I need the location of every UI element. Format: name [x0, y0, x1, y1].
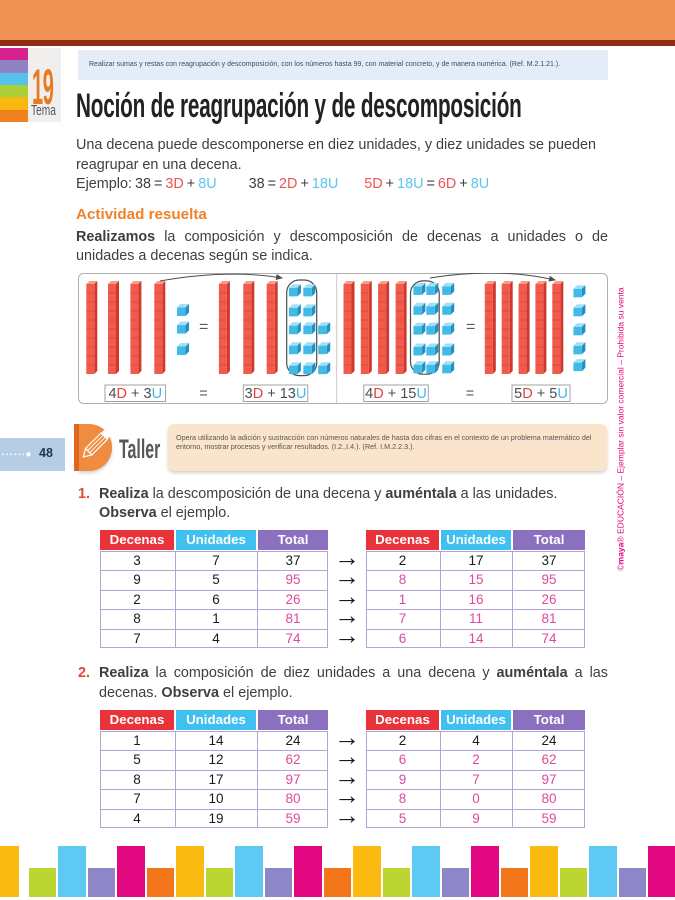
svg-text:=: =	[466, 386, 474, 402]
svg-text:=: =	[199, 386, 207, 402]
svg-text:3D + 13U: 3D + 13U	[245, 386, 307, 402]
svg-text:4D + 15U: 4D + 15U	[365, 386, 427, 402]
svg-text:=: =	[466, 319, 475, 336]
svg-text:=: =	[199, 319, 208, 336]
svg-text:4D + 3U: 4D + 3U	[108, 386, 162, 402]
svg-text:5D + 5U: 5D + 5U	[514, 386, 568, 402]
